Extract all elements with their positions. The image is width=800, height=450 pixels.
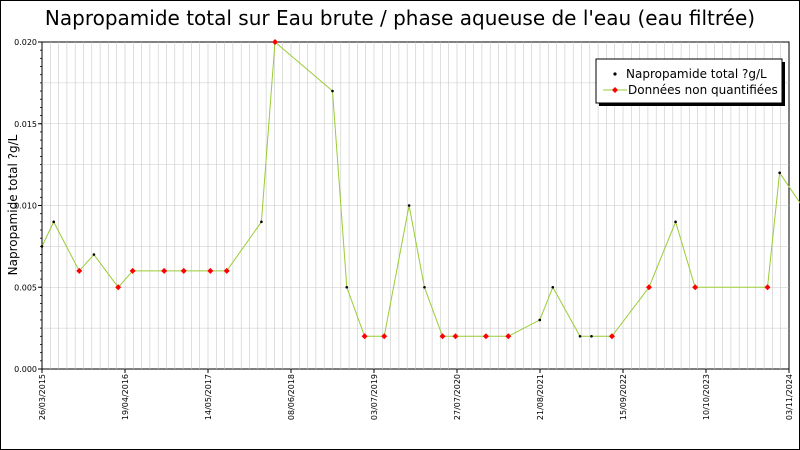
axis-layer: 0.000 0.005 0.010 0.015 0.020 26/03/2015 19/04… <box>14 38 794 420</box>
data-point-quantified <box>578 335 582 338</box>
data-point-non-quantified <box>764 284 771 291</box>
legend-nonquantified-marker <box>612 87 618 93</box>
data-point-quantified <box>260 220 263 224</box>
data-point-quantified <box>551 285 555 289</box>
x-tick-label: 03/07/2019 <box>370 374 379 420</box>
data-point-non-quantified <box>180 267 187 274</box>
data-point-quantified <box>778 171 781 175</box>
legend-quantified-marker <box>613 72 617 76</box>
data-point-non-quantified <box>272 39 279 45</box>
data-point-quantified <box>40 245 44 248</box>
x-tick-label: 19/04/2016 <box>121 374 130 420</box>
data-point-non-quantified <box>608 333 615 340</box>
data-point-quantified <box>345 285 349 289</box>
data-point-non-quantified <box>223 267 230 274</box>
y-tick-label: 0.015 <box>14 120 37 129</box>
data-point-non-quantified <box>439 333 446 340</box>
y-tick-label: 0.000 <box>14 365 37 374</box>
legend-quantified-label: Napropamide total ?g/L <box>626 67 767 81</box>
data-point-non-quantified <box>361 333 368 340</box>
data-point-non-quantified <box>381 333 388 340</box>
data-point-non-quantified <box>692 284 699 291</box>
data-point-quantified <box>92 253 96 256</box>
x-tick-label: 15/09/2022 <box>619 374 628 420</box>
x-tick-label: 10/10/2023 <box>702 374 711 420</box>
y-tick-label: 0.005 <box>14 283 37 292</box>
y-axis-title: Napropamide total ?g/L <box>6 134 20 275</box>
data-point-quantified <box>52 220 56 224</box>
data-point-quantified <box>674 220 677 224</box>
x-tick-label: 08/06/2018 <box>287 374 296 420</box>
data-point-non-quantified <box>115 284 122 291</box>
y-tick-label: 0.010 <box>14 202 37 211</box>
data-point-non-quantified <box>505 333 512 340</box>
x-tick-label: 03/11/2024 <box>785 374 794 420</box>
data-point-non-quantified <box>452 333 459 340</box>
legend-box <box>595 58 783 104</box>
data-point-quantified <box>590 335 593 338</box>
data-point-non-quantified <box>207 267 214 274</box>
data-point-quantified <box>423 285 426 289</box>
data-point-non-quantified <box>645 284 652 291</box>
x-tick-label: 27/07/2020 <box>453 374 462 420</box>
data-point-quantified <box>538 318 542 322</box>
data-point-quantified <box>407 204 411 207</box>
chart-title: Napropamide total sur Eau brute / phase … <box>44 6 756 30</box>
y-tick-label: 0.020 <box>14 38 37 47</box>
data-point-non-quantified <box>482 333 489 340</box>
legend: Napropamide total ?g/L Données non quant… <box>595 58 785 106</box>
x-tick-label: 26/03/2015 <box>38 374 47 420</box>
data-point-non-quantified <box>161 267 168 274</box>
legend-nonquantified-label: Données non quantifiées <box>628 83 778 97</box>
series-layer <box>40 39 800 340</box>
x-tick-label: 14/05/2017 <box>204 374 213 420</box>
data-point-non-quantified <box>76 267 83 274</box>
data-point-quantified <box>331 89 334 93</box>
data-point-non-quantified <box>129 267 136 274</box>
x-tick-label: 21/08/2021 <box>536 374 545 420</box>
